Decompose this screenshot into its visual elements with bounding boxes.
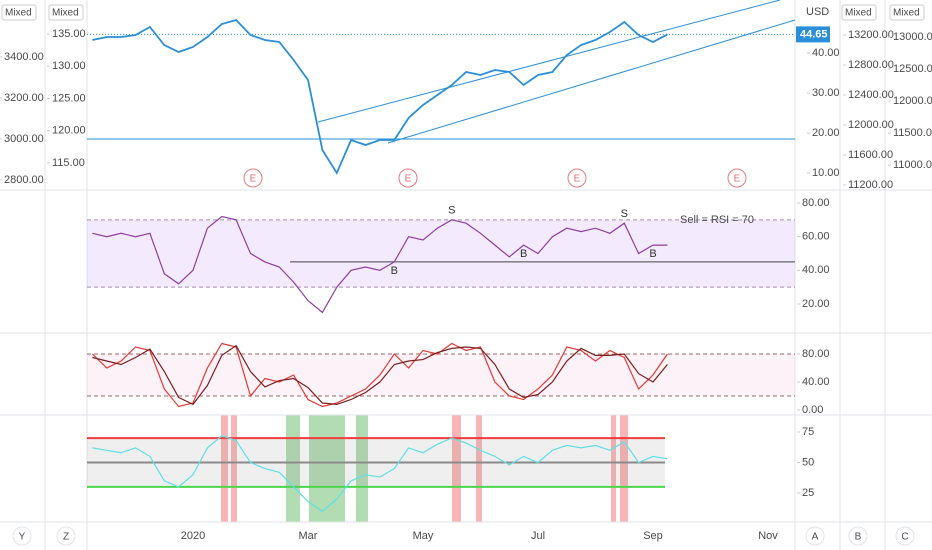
tick-label: 12500.00 — [893, 63, 932, 75]
tick-label: 3400.00 — [4, 51, 44, 63]
tick-label: 0.00 — [802, 404, 823, 416]
x-tick-label: May — [413, 530, 434, 542]
tick-label: 3200.00 — [4, 92, 44, 104]
event-label: E — [405, 174, 412, 185]
x-tick-label: Jul — [531, 530, 545, 542]
tick-label: 50 — [802, 456, 814, 468]
tick-label: 60.00 — [802, 231, 830, 243]
scale-mode: Mixed — [52, 8, 79, 19]
scale-mode-box — [1, 4, 37, 21]
scale-mode: Mixed — [5, 8, 32, 19]
tick-label: 25 — [802, 487, 814, 499]
level-band — [87, 219, 795, 288]
event-label: E — [574, 174, 581, 185]
level-band — [87, 354, 795, 397]
signal-label: B — [649, 248, 656, 260]
signal-label: S — [621, 208, 628, 220]
red-band — [611, 415, 616, 522]
series-line — [92, 215, 668, 314]
tick-label: 13000.00 — [893, 31, 932, 43]
series-line — [92, 435, 668, 513]
red-band — [476, 415, 482, 522]
tick-label: 10.00 — [812, 167, 840, 179]
red-band — [221, 415, 228, 522]
toolbar-label: Y — [19, 532, 26, 543]
x-tick-label: 2020 — [181, 530, 205, 542]
tick-label: 135.00 — [52, 28, 86, 40]
tick-label: 115.00 — [52, 157, 85, 169]
last-value-label: 44.65 — [800, 28, 828, 40]
tick-label: 75 — [802, 426, 814, 438]
tick-label: 11500.00 — [893, 127, 932, 139]
tick-label: 120.00 — [52, 125, 86, 137]
series-line — [91, 342, 668, 408]
annotation: Sell = RSI = 70 — [680, 214, 754, 226]
tick-label: 20.00 — [812, 127, 840, 139]
event-label: E — [734, 174, 741, 185]
scale-mode-box — [889, 4, 925, 21]
scale-mode-box — [841, 4, 877, 21]
x-tick-label: Nov — [758, 530, 778, 542]
scale-mode: Mixed — [845, 8, 872, 19]
tick-label: 11000.00 — [893, 159, 932, 171]
toolbar-label: Z — [63, 532, 69, 543]
tick-label: 12400.00 — [848, 89, 894, 101]
x-tick-label: Sep — [643, 530, 663, 542]
red-band — [231, 415, 237, 522]
tick-label: 12800.00 — [848, 59, 894, 71]
axis-unit: USD — [806, 6, 829, 18]
tick-label: 12000.00 — [848, 119, 894, 131]
green-band — [286, 415, 300, 522]
channel-lower — [387, 19, 796, 144]
tick-label: 13200.00 — [848, 29, 894, 41]
tick-label: 130.00 — [52, 60, 86, 72]
tick-label: 40.00 — [802, 264, 830, 276]
channel-upper — [317, 0, 781, 123]
tick-label: 80.00 — [802, 197, 830, 209]
event-label: E — [250, 174, 257, 185]
event-marker — [727, 168, 747, 188]
signal-label: B — [520, 248, 527, 260]
tick-label: 3000.00 — [4, 133, 44, 145]
toolbar-button[interactable] — [12, 526, 32, 546]
drawings — [87, 0, 796, 144]
red-band — [620, 415, 628, 522]
green-band — [309, 415, 345, 522]
tick-label: 20.00 — [802, 298, 830, 310]
event-marker — [567, 168, 587, 188]
tick-label: 125.00 — [52, 92, 86, 104]
tick-label: 2800.00 — [4, 174, 44, 186]
scale-mode: Mixed — [893, 8, 920, 19]
last-value-tag — [796, 26, 830, 43]
green-band — [356, 415, 368, 522]
toolbar-button[interactable] — [56, 526, 76, 546]
tick-label: 11600.00 — [848, 149, 893, 161]
signal-bands — [221, 415, 628, 522]
event-marker — [398, 168, 418, 188]
toolbar-label: A — [812, 532, 819, 543]
tick-label: 80.00 — [802, 348, 830, 360]
tick-label: 11200.00 — [848, 179, 893, 191]
toolbar-label: C — [901, 532, 908, 543]
toolbar-button[interactable] — [848, 526, 868, 546]
event-marker — [243, 168, 263, 188]
red-band — [452, 415, 461, 522]
scale-mode-box — [48, 4, 84, 21]
x-tick-label: Mar — [299, 530, 318, 542]
toolbar-button[interactable] — [805, 526, 825, 546]
toolbar-label: B — [855, 532, 862, 543]
series-line — [92, 344, 668, 406]
signal-label: S — [448, 205, 455, 217]
tick-label: 40.00 — [812, 47, 840, 59]
tick-label: 12000.00 — [893, 95, 932, 107]
toolbar-button[interactable] — [895, 526, 915, 546]
signal-label: B — [391, 265, 398, 277]
tick-label: 40.00 — [802, 376, 830, 388]
series-line — [92, 18, 668, 175]
tick-label: 30.00 — [812, 87, 840, 99]
